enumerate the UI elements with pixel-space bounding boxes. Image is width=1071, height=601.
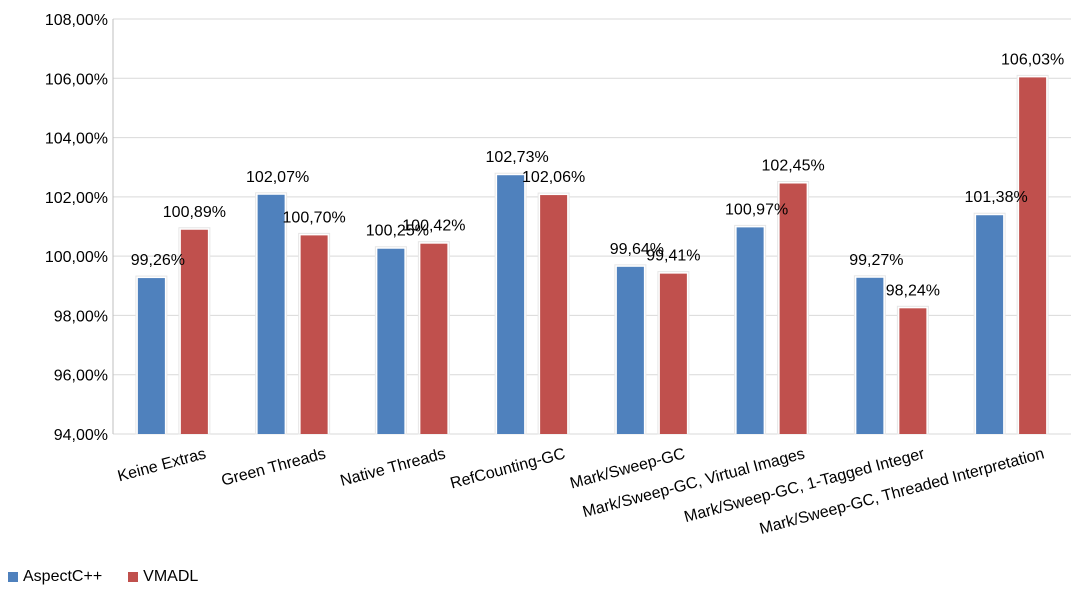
bar-aspectcpp (257, 194, 285, 434)
data-label: 102,73% (486, 149, 549, 166)
data-labels: 99,26% 100,89% 102,07% 100,70% 100,25%100,42… (131, 51, 1064, 299)
data-label: 100,70% (283, 209, 346, 226)
category-labels: Keine Extras Green Threads Native Threads R… (116, 445, 1046, 538)
y-tick-label: 104,00% (45, 131, 108, 148)
data-label: 100,42% (402, 218, 465, 235)
legend: AspectC++ VMADL (8, 568, 224, 586)
data-label: 100,89% (163, 204, 226, 221)
y-tick-label: 96,00% (54, 368, 108, 385)
bar-vmadl (659, 273, 687, 434)
data-label: 102,06% (522, 169, 585, 186)
bar-vmadl (300, 235, 328, 434)
bar-vmadl (420, 243, 448, 434)
legend-label-aspectcpp: AspectC++ (23, 568, 103, 585)
legend-swatch-vmadl (128, 572, 139, 582)
bars (135, 74, 1049, 435)
data-label: 98,24% (886, 282, 940, 299)
category-label: Green Threads (220, 445, 328, 489)
data-label: 101,38% (965, 189, 1028, 206)
data-label: 99,27% (849, 252, 903, 269)
legend-item-vmadl: VMADL (128, 568, 198, 586)
legend-label-vmadl: VMADL (143, 568, 199, 585)
data-label: 102,07% (246, 169, 309, 186)
bar-aspectcpp (976, 215, 1004, 434)
data-label: 100,97% (725, 201, 788, 218)
data-label: 99,64% (610, 241, 664, 258)
y-tick-label: 98,00% (54, 308, 108, 325)
bar-vmadl (899, 308, 927, 434)
bar-aspectcpp (736, 227, 764, 434)
data-label: 99,26% (131, 252, 185, 269)
y-tick-label: 106,00% (45, 71, 108, 88)
bar-vmadl (779, 183, 807, 434)
bar-vmadl (1019, 77, 1047, 435)
y-tick-label: 100,00% (45, 249, 108, 266)
y-tick-label: 94,00% (54, 427, 108, 444)
bar-vmadl (180, 229, 208, 434)
legend-item-aspectcpp: AspectC++ (8, 568, 102, 586)
category-label: Native Threads (338, 445, 447, 489)
bar-aspectcpp (616, 266, 644, 434)
category-label: Keine Extras (116, 445, 208, 485)
bar-aspectcpp (497, 175, 525, 435)
y-axis-tick-labels: 94,00% 96,00% 98,00% 100,00% 102,00% 104,00% 1… (45, 12, 108, 444)
bar-aspectcpp (856, 277, 884, 434)
data-label: 100,25% (366, 223, 429, 240)
data-label: 99,41% (646, 248, 700, 265)
category-label: RefCounting-GC (449, 445, 568, 492)
y-tick-label: 102,00% (45, 190, 108, 207)
bar-aspectcpp (377, 248, 405, 434)
bar-vmadl (540, 195, 568, 434)
bar-aspectcpp (137, 278, 165, 434)
data-label: 102,45% (762, 158, 825, 175)
y-tick-label: 108,00% (45, 12, 108, 29)
legend-swatch-aspectcpp (8, 572, 18, 582)
data-label: 106,03% (1001, 51, 1064, 68)
